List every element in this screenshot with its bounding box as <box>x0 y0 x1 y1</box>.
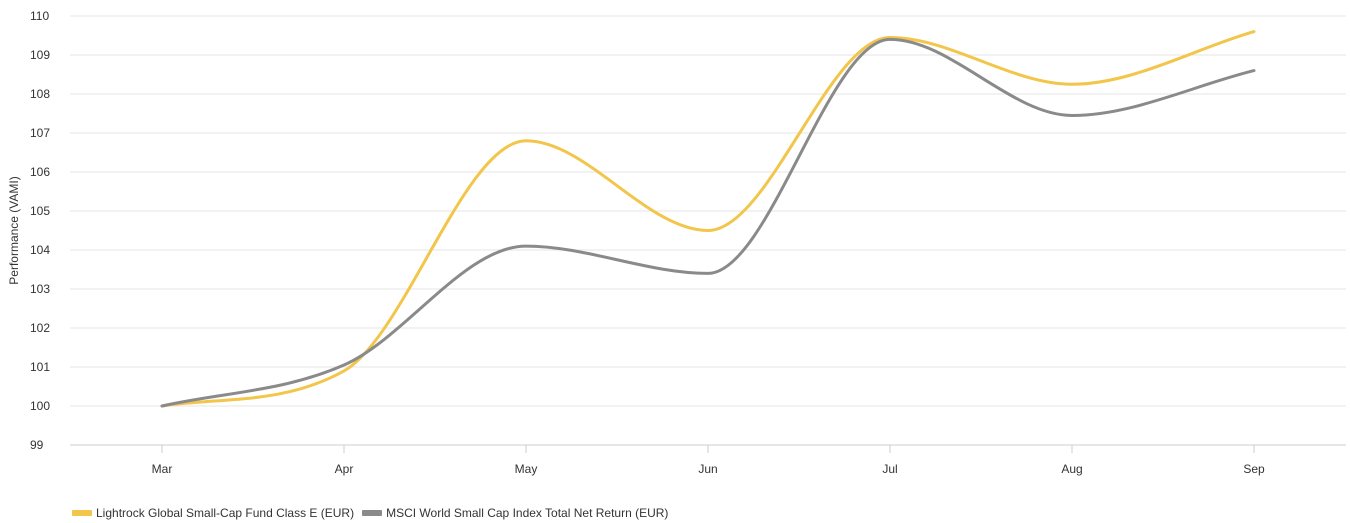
x-tick-label: Mar <box>152 462 173 476</box>
y-tick-label: 105 <box>30 204 50 218</box>
y-tick-label: 101 <box>30 360 50 374</box>
axis-layer <box>70 444 1346 453</box>
x-tick-label: Sep <box>1243 462 1265 476</box>
legend-label-series-1: MSCI World Small Cap Index Total Net Ret… <box>386 506 669 520</box>
y-tick-label: 107 <box>30 126 50 140</box>
legend-swatch-series-1 <box>362 510 383 516</box>
y-tick-label: 102 <box>30 321 50 335</box>
x-tick-label: Jul <box>882 462 897 476</box>
legend: Lightrock Global Small-Cap Fund Class E … <box>72 505 676 521</box>
x-tick-label: May <box>515 462 538 476</box>
legend-swatch-series-0 <box>72 510 92 516</box>
y-axis-title: Performance (VAMI) <box>7 176 21 284</box>
label-layer: 99 100 101 102 103 104 105 106 107 108 109 110 Mar Ap… <box>30 9 1265 476</box>
legend-label-series-0: Lightrock Global Small-Cap Fund Class E … <box>96 506 355 520</box>
y-tick-label: 110 <box>30 9 49 23</box>
grid-layer <box>70 15 1346 407</box>
legend-item-series-1[interactable]: MSCI World Small Cap Index Total Net Ret… <box>362 505 668 521</box>
series-line-0[interactable] <box>160 30 1256 408</box>
x-tick-label: Jun <box>698 462 717 476</box>
series-line-1[interactable] <box>160 37 1256 408</box>
y-tick-label: 99 <box>30 438 44 452</box>
x-tick-label: Apr <box>335 462 354 476</box>
y-tick-label: 108 <box>30 87 50 101</box>
series-layer <box>160 30 1256 408</box>
y-tick-label: 109 <box>30 48 50 62</box>
legend-item-series-0[interactable]: Lightrock Global Small-Cap Fund Class E … <box>72 505 354 521</box>
y-tick-label: 100 <box>30 399 50 413</box>
x-tick-label: Aug <box>1061 462 1082 476</box>
y-tick-label: 104 <box>30 243 50 257</box>
y-tick-label: 106 <box>30 165 50 179</box>
y-tick-label: 103 <box>30 282 50 296</box>
